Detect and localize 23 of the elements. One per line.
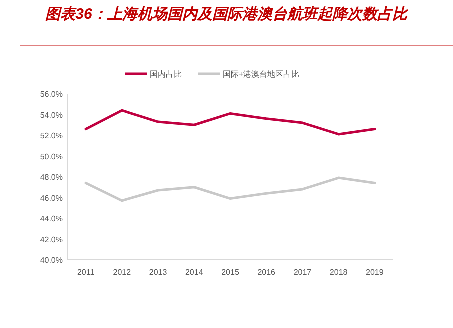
line-series (84, 109, 376, 136)
x-tick-label: 2012 (113, 268, 132, 277)
x-tick-label: 2011 (77, 268, 96, 277)
x-tick-label: 2013 (149, 268, 168, 277)
y-tick-label: 50.0% (40, 152, 63, 162)
x-tick-label: 2018 (330, 268, 348, 277)
y-tick-label: 40.0% (40, 256, 63, 265)
y-tick-label: 42.0% (40, 235, 63, 244)
y-tick-label: 44.0% (40, 214, 63, 224)
legend-label: 国内占比 (150, 70, 182, 79)
x-tick-label: 2019 (366, 268, 384, 277)
y-tick-label: 52.0% (40, 132, 63, 140)
legend-label: 国际+港澳台地区占比 (223, 70, 300, 79)
y-tick-label: 46.0% (40, 194, 63, 203)
y-tick-label: 48.0% (40, 173, 63, 182)
chart-title: 图表36：上海机场国内及国际港澳台航班起降次数占比 (46, 5, 410, 23)
y-tick-label: 54.0% (40, 110, 63, 120)
x-tick-label: 2014 (185, 268, 204, 277)
x-tick-label: 2017 (294, 268, 312, 277)
y-tick-label: 56.0% (40, 90, 63, 99)
x-tick-label: 2016 (258, 268, 276, 277)
line-series (84, 176, 376, 202)
x-tick-label: 2015 (222, 268, 240, 277)
